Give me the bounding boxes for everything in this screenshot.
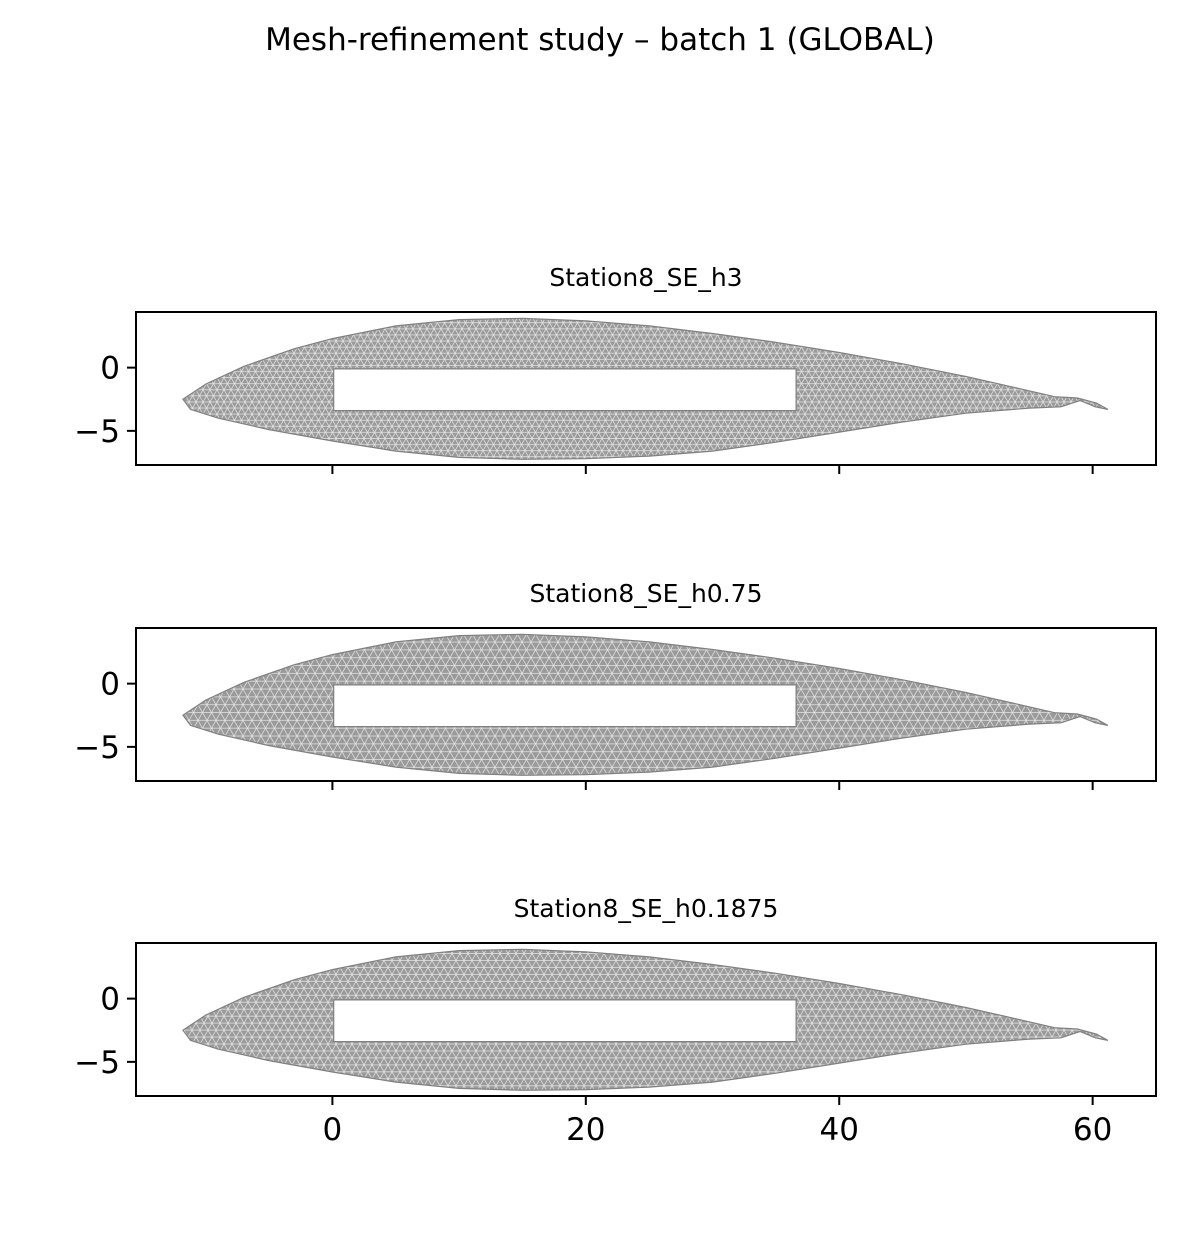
mesh-region xyxy=(182,317,1109,460)
y-tick-label: 0 xyxy=(100,982,120,1018)
panel-title: Station8_SE_h0.75 xyxy=(530,579,763,608)
axes-frame xyxy=(135,311,1157,466)
panel-title: Station8_SE_h3 xyxy=(549,263,742,292)
y-tick-label: −5 xyxy=(74,414,120,450)
panel-title: Station8_SE_h0.1875 xyxy=(514,894,779,923)
mesh-region xyxy=(182,633,1109,776)
figure-suptitle: Mesh-refinement study – batch 1 (GLOBAL) xyxy=(265,22,935,58)
y-tick-label: 0 xyxy=(100,351,120,387)
x-tick-label: 0 xyxy=(323,1112,343,1148)
mesh-panel-2: Station8_SE_h0.75 0 −5 xyxy=(74,579,1157,790)
mesh-panel-1: Station8_SE_h3 0 −5 xyxy=(74,263,1157,474)
x-tick-label: 40 xyxy=(820,1112,859,1148)
axes-frame xyxy=(135,627,1157,782)
x-tick-label: 20 xyxy=(566,1112,605,1148)
y-tick-label: −5 xyxy=(74,730,120,766)
axes-frame xyxy=(135,942,1157,1097)
x-tick-label: 60 xyxy=(1073,1112,1112,1148)
mesh-panel-3: Station8_SE_h0.1875 0 20 40 60 0 −5 xyxy=(74,894,1157,1148)
y-tick-label: 0 xyxy=(100,667,120,703)
mesh-region xyxy=(182,948,1109,1091)
y-tick-label: −5 xyxy=(74,1045,120,1081)
